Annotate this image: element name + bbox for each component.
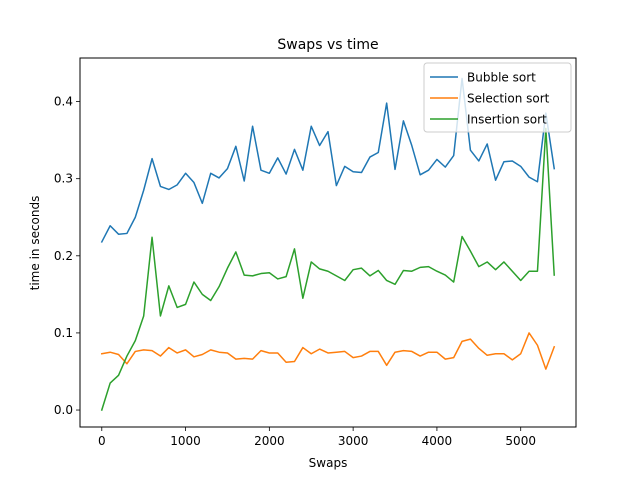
legend-label-insertion-sort: Insertion sort	[467, 113, 547, 127]
chart-title: Swaps vs time	[277, 37, 378, 53]
x-axis: 0 1000 2000 3000 4000 5000	[98, 427, 536, 448]
x-tick-label: 4000	[422, 434, 453, 448]
series-line-insertion-sort	[100, 127, 556, 411]
x-axis-label: Swaps	[309, 456, 348, 470]
x-tick-label: 1000	[170, 434, 201, 448]
x-tick-label: 5000	[505, 434, 536, 448]
x-tick-label: 2000	[254, 434, 285, 448]
legend-box	[423, 62, 572, 133]
series-layer	[100, 77, 556, 411]
y-tick-label: 0.1	[54, 326, 73, 340]
series-line-selection-sort	[100, 332, 556, 370]
y-axis: 0.0 0.1 0.2 0.3 0.4	[54, 95, 80, 417]
y-tick-label: 0.2	[54, 249, 73, 263]
x-tick-label: 3000	[338, 434, 369, 448]
y-tick-label: 0.4	[54, 95, 73, 109]
series-line-bubble-sort	[100, 77, 556, 243]
y-tick-label: 0.3	[54, 172, 73, 186]
plot-area-frame	[79, 57, 577, 428]
x-tick-label: 0	[98, 434, 106, 448]
y-tick-label: 0.0	[54, 403, 73, 417]
legend: Bubble sort Selection sort Insertion sort	[423, 62, 572, 133]
legend-label-selection-sort: Selection sort	[467, 92, 550, 106]
y-axis-label: time in seconds	[28, 196, 42, 291]
legend-label-bubble-sort: Bubble sort	[467, 71, 536, 85]
